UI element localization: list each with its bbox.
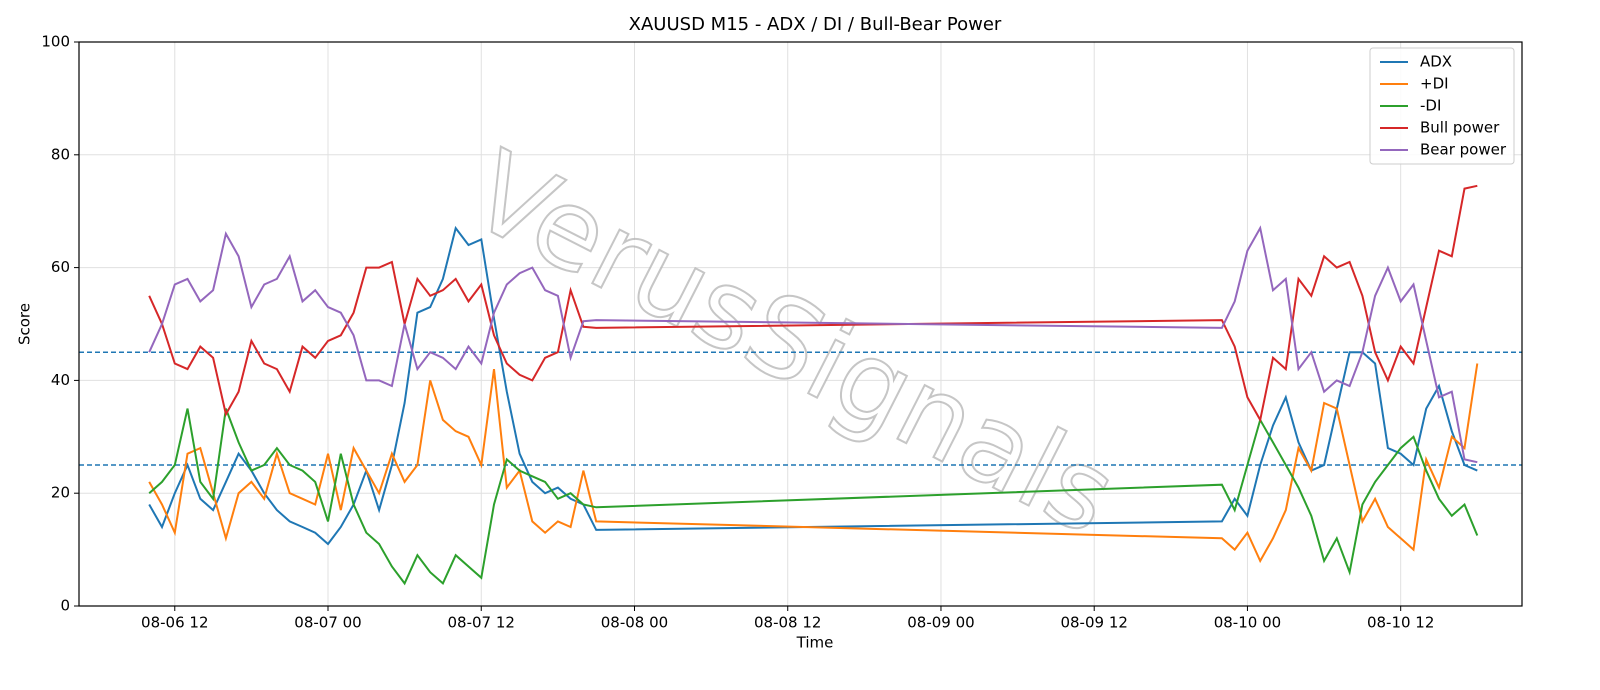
y-tick-label: 100 (41, 33, 70, 51)
x-tick-label: 08-07 00 (294, 614, 361, 632)
x-tick-label: 08-09 00 (907, 614, 974, 632)
series-line (148, 225, 1478, 464)
x-tick-label: 08-10 00 (1214, 614, 1281, 632)
y-tick-label: 20 (51, 484, 70, 502)
x-tick-label: 08-07 12 (448, 614, 515, 632)
series-line (148, 363, 1479, 564)
chart-title: XAUUSD M15 - ADX / DI / Bull-Bear Power (629, 14, 1002, 35)
series-line (148, 408, 1479, 586)
y-tick-label: 60 (51, 258, 70, 276)
x-axis-label: Time (796, 634, 834, 652)
legend-label: +DI (1420, 75, 1449, 93)
series-line (148, 184, 1478, 423)
x-tick-label: 08-10 12 (1367, 614, 1434, 632)
y-tick-label: 40 (51, 371, 70, 389)
x-tick-label: 08-09 12 (1060, 614, 1127, 632)
x-tick-label: 08-06 12 (141, 614, 208, 632)
legend-box (1369, 47, 1515, 165)
legend-label: ADX (1420, 53, 1452, 71)
y-tick-label: 0 (60, 597, 70, 615)
legend-label: Bull power (1420, 119, 1500, 137)
y-tick-label: 80 (51, 145, 70, 163)
x-tick-label: 08-08 00 (601, 614, 668, 632)
plot-frame (78, 41, 1523, 607)
legend-label: Bear power (1420, 141, 1507, 159)
legend-label: -DI (1420, 97, 1441, 115)
x-tick-label: 08-08 12 (754, 614, 821, 632)
series-line (148, 225, 1478, 546)
y-axis-label: Score (16, 303, 34, 345)
